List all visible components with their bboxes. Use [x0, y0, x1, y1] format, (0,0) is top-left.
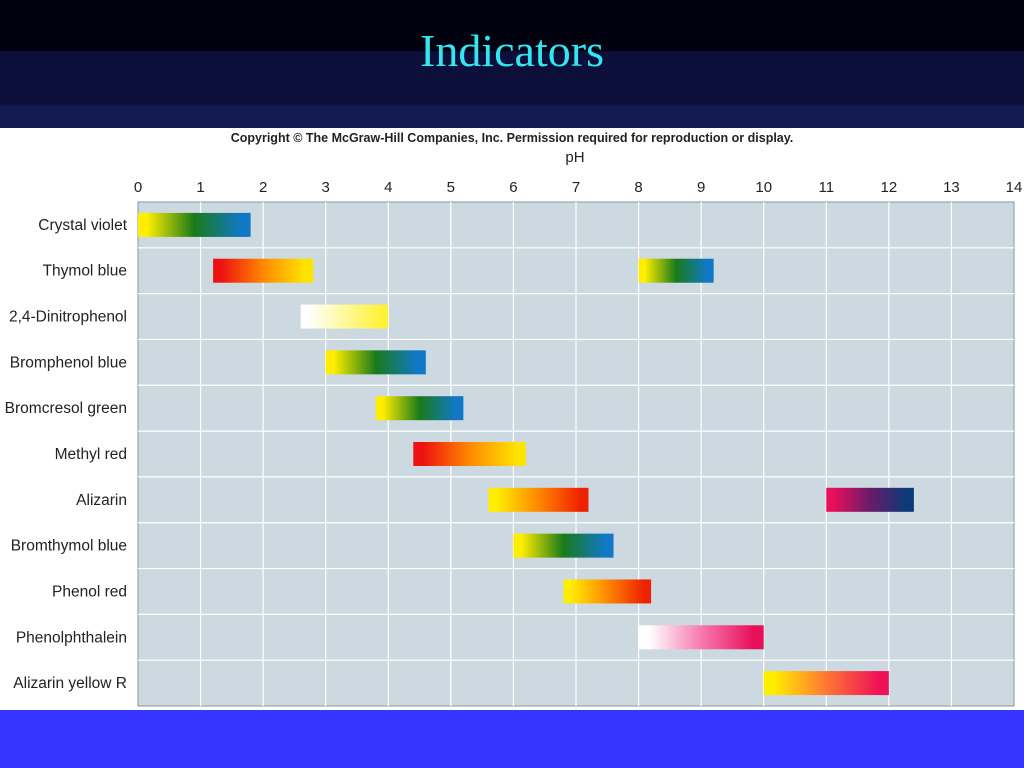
x-tick-label: 2 [259, 179, 267, 196]
slide-header-band [0, 0, 1024, 128]
x-tick-label: 1 [196, 179, 204, 196]
x-tick-label: 7 [572, 179, 580, 196]
x-axis-label: pH [565, 149, 584, 166]
x-tick-label: 11 [818, 179, 834, 196]
indicator-range-bar [300, 304, 389, 329]
chart-panel: Copyright © The McGraw-Hill Companies, I… [0, 128, 1024, 710]
indicator-label: Thymol blue [43, 263, 127, 280]
slide-title: Indicators [420, 25, 604, 76]
indicator-range-bar [638, 258, 714, 283]
x-tick-label: 5 [447, 179, 455, 196]
indicator-label: Bromthymol blue [11, 538, 127, 555]
copyright-notice: Copyright © The McGraw-Hill Companies, I… [231, 131, 794, 145]
indicator-range-bar [213, 258, 314, 283]
indicator-label: 2,4-Dinitrophenol [9, 309, 127, 326]
indicator-label: Alizarin yellow R [13, 675, 127, 692]
indicator-range-bar [375, 396, 464, 421]
x-tick-label: 8 [634, 179, 642, 196]
indicator-label: Phenol red [52, 583, 127, 600]
indicator-range-chart: Copyright © The McGraw-Hill Companies, I… [5, 131, 1023, 707]
x-tick-label: 0 [134, 179, 142, 196]
x-tick-label: 6 [509, 179, 517, 196]
x-tick-label: 10 [755, 179, 772, 196]
x-tick-label: 13 [943, 179, 960, 196]
indicator-range-bar [563, 579, 652, 604]
indicator-range-bar [138, 212, 251, 237]
indicator-range-bar [488, 487, 589, 512]
indicator-range-bar [826, 487, 914, 512]
indicator-range-bar [763, 671, 889, 696]
x-tick-label: 12 [881, 179, 898, 196]
indicator-range-bar [413, 442, 526, 466]
x-tick-label: 14 [1006, 179, 1023, 196]
x-tick-label: 4 [384, 179, 392, 196]
slide-footer-band [0, 710, 1024, 768]
x-tick-label: 3 [322, 179, 330, 196]
x-tick-label: 9 [697, 179, 705, 196]
indicator-label: Crystal violet [38, 217, 127, 234]
indicator-label: Methyl red [55, 446, 127, 463]
indicator-label: Bromphenol blue [10, 354, 127, 371]
indicator-range-bar [638, 625, 764, 650]
indicator-range-bar [513, 533, 614, 558]
indicator-label: Bromcresol green [5, 400, 127, 417]
indicator-range-bar [325, 350, 426, 375]
indicator-label: Phenolphthalein [16, 629, 127, 646]
indicator-label: Alizarin [76, 492, 127, 509]
